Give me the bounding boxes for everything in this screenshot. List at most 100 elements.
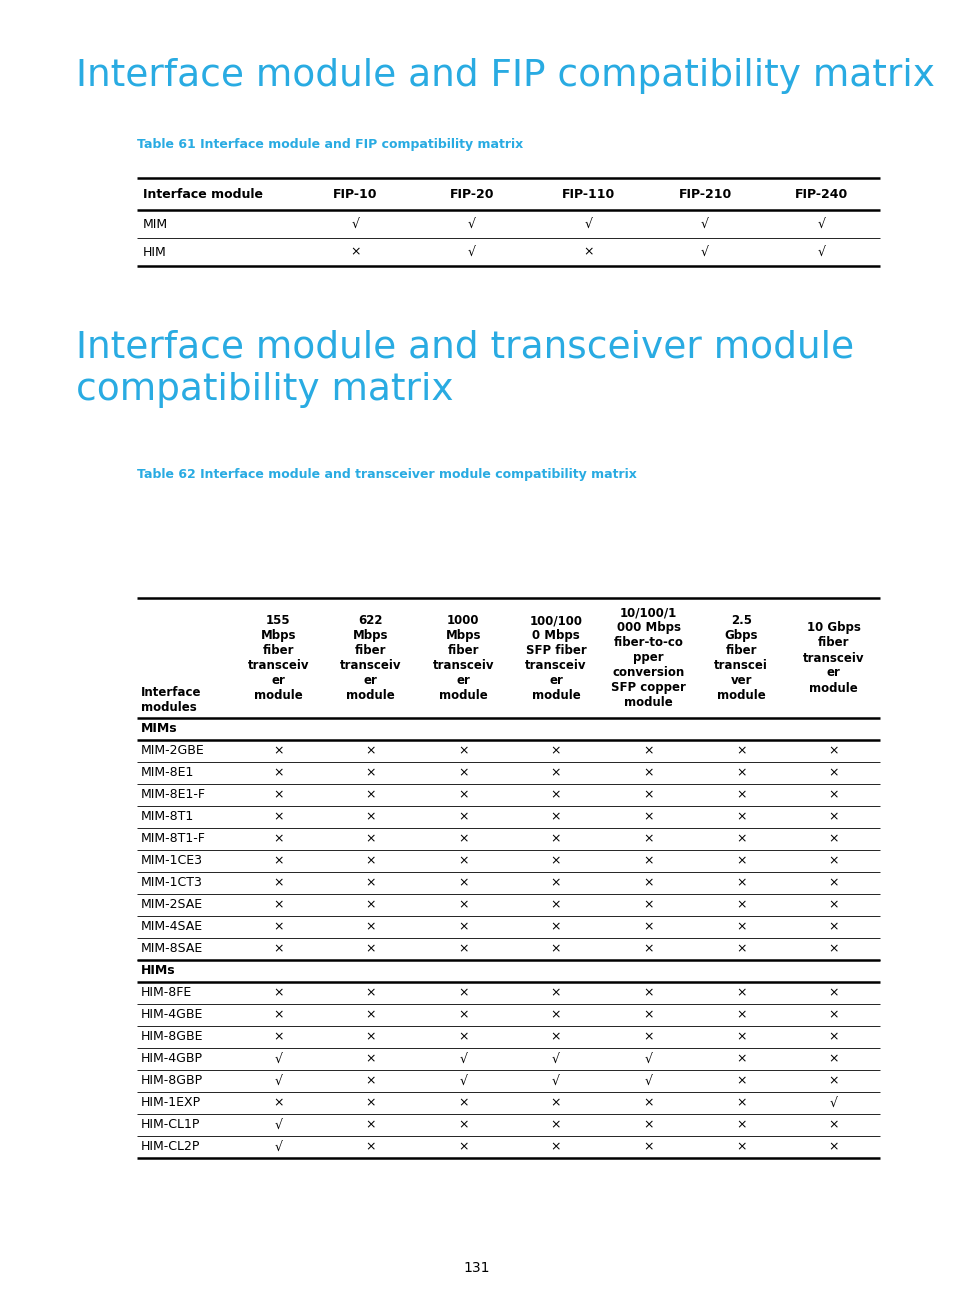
Text: ×: ×	[550, 1030, 560, 1043]
Text: ×: ×	[550, 920, 560, 933]
Text: HIM: HIM	[143, 245, 167, 258]
Text: 100/100
0 Mbps
SFP fiber
transceiv
er
module: 100/100 0 Mbps SFP fiber transceiv er mo…	[525, 614, 586, 702]
Text: ×: ×	[457, 766, 468, 779]
Text: ×: ×	[273, 876, 283, 889]
Text: MIM-8T1: MIM-8T1	[141, 810, 194, 823]
Text: ×: ×	[273, 810, 283, 823]
Text: ×: ×	[735, 744, 745, 757]
Text: ×: ×	[273, 1030, 283, 1043]
Text: ×: ×	[827, 876, 838, 889]
Text: ×: ×	[550, 810, 560, 823]
Text: MIM-1CT3: MIM-1CT3	[141, 876, 203, 889]
Text: ×: ×	[273, 766, 283, 779]
Text: ×: ×	[827, 942, 838, 955]
Text: ×: ×	[365, 1118, 375, 1131]
Text: √: √	[644, 1074, 652, 1087]
Text: ×: ×	[273, 1008, 283, 1021]
Text: ×: ×	[457, 810, 468, 823]
Text: ×: ×	[827, 788, 838, 801]
Text: ×: ×	[550, 986, 560, 999]
Text: ×: ×	[735, 1140, 745, 1153]
Text: ×: ×	[827, 1118, 838, 1131]
Text: ×: ×	[735, 766, 745, 779]
Text: ×: ×	[735, 876, 745, 889]
Text: ×: ×	[273, 986, 283, 999]
Text: ×: ×	[273, 1096, 283, 1109]
Text: ×: ×	[457, 986, 468, 999]
Text: ×: ×	[457, 1118, 468, 1131]
Text: √: √	[274, 1074, 282, 1087]
Text: ×: ×	[273, 898, 283, 911]
Text: ×: ×	[273, 744, 283, 757]
Text: HIMs: HIMs	[141, 964, 175, 977]
Text: ×: ×	[827, 1052, 838, 1065]
Text: ×: ×	[642, 1008, 653, 1021]
Text: MIM-4SAE: MIM-4SAE	[141, 920, 203, 933]
Text: MIM-8T1-F: MIM-8T1-F	[141, 832, 206, 845]
Text: ×: ×	[365, 1052, 375, 1065]
Text: ×: ×	[735, 788, 745, 801]
Text: Interface module and transceiver module
compatibility matrix: Interface module and transceiver module …	[76, 330, 853, 408]
Text: ×: ×	[550, 766, 560, 779]
Text: ×: ×	[457, 744, 468, 757]
Text: ×: ×	[550, 942, 560, 955]
Text: ×: ×	[365, 810, 375, 823]
Text: ×: ×	[735, 920, 745, 933]
Text: ×: ×	[457, 876, 468, 889]
Text: ×: ×	[365, 920, 375, 933]
Text: ×: ×	[827, 766, 838, 779]
Text: ×: ×	[735, 1074, 745, 1087]
Text: ×: ×	[457, 1008, 468, 1021]
Text: HIM-CL2P: HIM-CL2P	[141, 1140, 200, 1153]
Text: ×: ×	[457, 854, 468, 867]
Text: ×: ×	[735, 810, 745, 823]
Text: HIM-8FE: HIM-8FE	[141, 986, 193, 999]
Text: ×: ×	[273, 920, 283, 933]
Text: √: √	[459, 1074, 467, 1087]
Text: ×: ×	[365, 986, 375, 999]
Text: ×: ×	[365, 1096, 375, 1109]
Text: ×: ×	[827, 810, 838, 823]
Text: ×: ×	[735, 986, 745, 999]
Text: HIM-4GBE: HIM-4GBE	[141, 1008, 203, 1021]
Text: ×: ×	[642, 942, 653, 955]
Text: ×: ×	[550, 788, 560, 801]
Text: Table 61 Interface module and FIP compatibility matrix: Table 61 Interface module and FIP compat…	[137, 137, 522, 152]
Text: 131: 131	[463, 1261, 490, 1275]
Text: MIM-2GBE: MIM-2GBE	[141, 744, 205, 757]
Text: ×: ×	[735, 1096, 745, 1109]
Text: ×: ×	[550, 744, 560, 757]
Text: ×: ×	[273, 854, 283, 867]
Text: ×: ×	[365, 832, 375, 845]
Text: √: √	[467, 245, 476, 258]
Text: ×: ×	[273, 788, 283, 801]
Text: ×: ×	[642, 1096, 653, 1109]
Text: MIM-8E1: MIM-8E1	[141, 766, 194, 779]
Text: HIM-1EXP: HIM-1EXP	[141, 1096, 201, 1109]
Text: 2.5
Gbps
fiber
transcei
ver
module: 2.5 Gbps fiber transcei ver module	[714, 614, 767, 702]
Text: HIM-CL1P: HIM-CL1P	[141, 1118, 200, 1131]
Text: MIM: MIM	[143, 218, 168, 231]
Text: ×: ×	[550, 854, 560, 867]
Text: 10 Gbps
fiber
transceiv
er
module: 10 Gbps fiber transceiv er module	[802, 622, 863, 695]
Text: ×: ×	[350, 245, 360, 258]
Text: √: √	[817, 218, 825, 231]
Text: ×: ×	[735, 1118, 745, 1131]
Text: ×: ×	[273, 942, 283, 955]
Text: 10/100/1
000 Mbps
fiber-to-co
pper
conversion
SFP copper
module: 10/100/1 000 Mbps fiber-to-co pper conve…	[611, 607, 685, 709]
Text: ×: ×	[642, 810, 653, 823]
Text: ×: ×	[642, 898, 653, 911]
Text: MIM-1CE3: MIM-1CE3	[141, 854, 203, 867]
Text: ×: ×	[642, 744, 653, 757]
Text: ×: ×	[457, 832, 468, 845]
Text: ×: ×	[642, 1140, 653, 1153]
Text: ×: ×	[457, 942, 468, 955]
Text: FIP-110: FIP-110	[561, 188, 615, 201]
Text: ×: ×	[827, 832, 838, 845]
Text: MIMs: MIMs	[141, 722, 177, 736]
Text: ×: ×	[365, 876, 375, 889]
Text: HIM-8GBE: HIM-8GBE	[141, 1030, 203, 1043]
Text: √: √	[552, 1074, 559, 1087]
Text: ×: ×	[827, 1074, 838, 1087]
Text: MIM-8SAE: MIM-8SAE	[141, 942, 203, 955]
